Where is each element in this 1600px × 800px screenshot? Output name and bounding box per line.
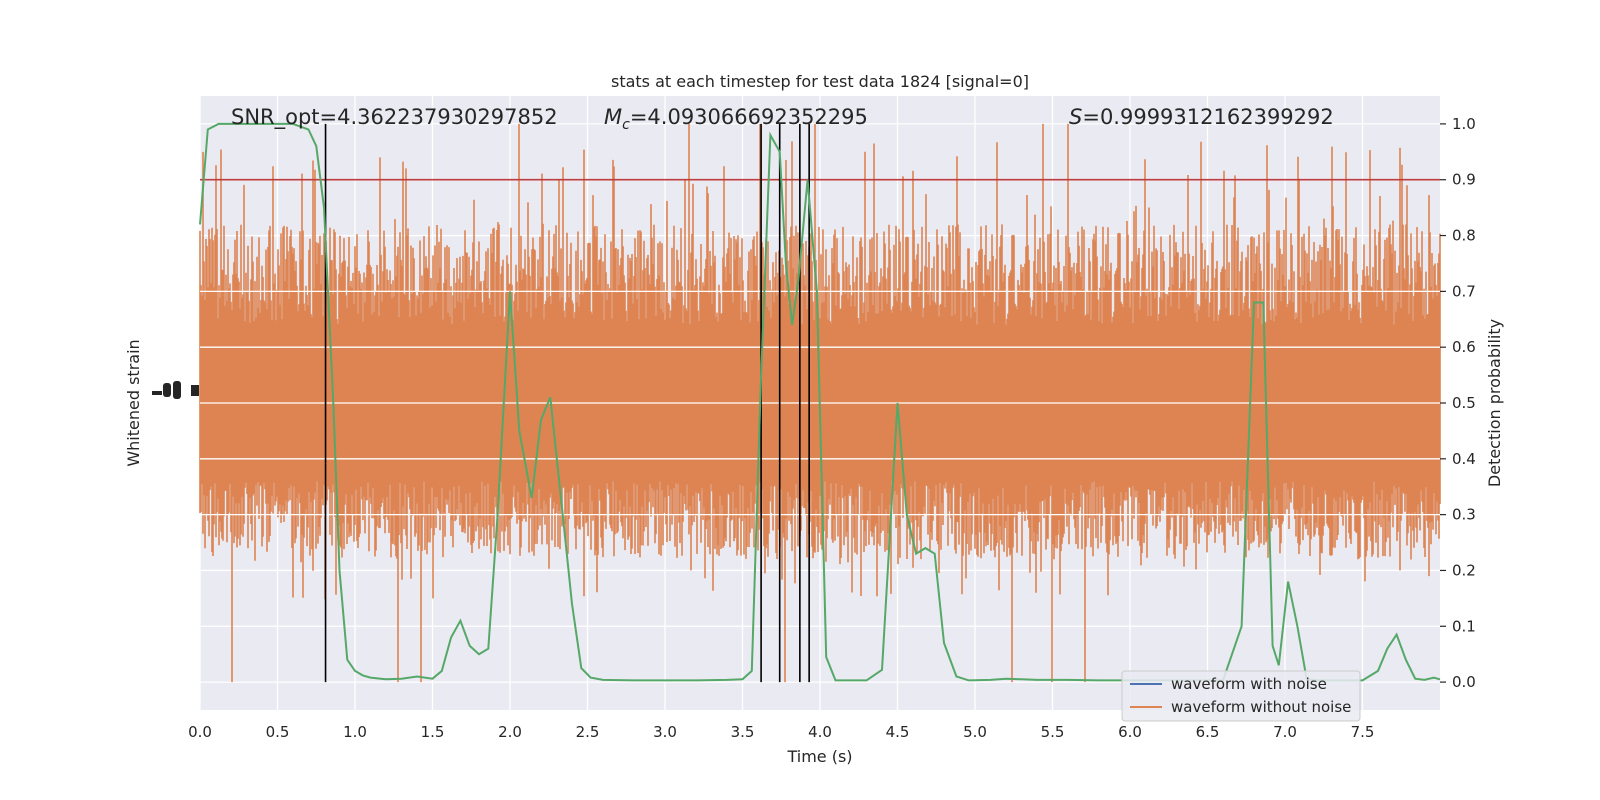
- legend-label-without-noise: waveform without noise: [1171, 698, 1351, 716]
- annotation-mc-subscript: c: [622, 117, 630, 133]
- x-tick-label: 7.0: [1273, 723, 1297, 741]
- x-tick-label: 5.0: [963, 723, 987, 741]
- x-tick-label: 4.0: [808, 723, 832, 741]
- x-tick-label: 7.5: [1351, 723, 1375, 741]
- x-tick-label: 3.0: [653, 723, 677, 741]
- legend-box: [1121, 670, 1361, 722]
- y-tick-label: 0.1: [1452, 617, 1476, 635]
- x-tick-label: 1.0: [343, 723, 367, 741]
- y-axis-left-label: Whitened strain: [124, 339, 143, 466]
- y-tick-label: 0.9: [1452, 171, 1476, 189]
- y-tick-label: 0.5: [1452, 394, 1476, 412]
- annotation-s-value: =0.9999312162399292: [1082, 105, 1333, 129]
- x-tick-label: 3.5: [731, 723, 755, 741]
- x-tick-label: 5.5: [1041, 723, 1065, 741]
- left-axis-collapsed-ticks: [152, 381, 199, 399]
- annotation-mc-symbol: M: [604, 105, 622, 129]
- x-tick-label: 2.0: [498, 723, 522, 741]
- annotation-mc-value: =4.093066692352295: [630, 105, 868, 129]
- y-tick-label: 0.2: [1452, 561, 1476, 579]
- y-tick-label: 0.3: [1452, 506, 1476, 524]
- y-axis-right-ticks: 0.0 0.1 0.2 0.3 0.4 0.5 0.6 0.7 0.8 0.9 1.0: [1440, 115, 1476, 691]
- y-tick-label: 0.6: [1452, 338, 1476, 356]
- annotation-mc: Mc=4.093066692352295: [604, 105, 868, 133]
- annotation-s-symbol: S: [1069, 105, 1082, 129]
- y-tick-label: 0.0: [1452, 673, 1476, 691]
- x-tick-label: 6.0: [1118, 723, 1142, 741]
- x-tick-label: 4.5: [886, 723, 910, 741]
- x-axis-label: Time (s): [786, 747, 852, 766]
- detection-probability-layer: [199, 122, 1441, 682]
- legend: waveform with noise waveform without noi…: [1121, 670, 1361, 722]
- x-tick-label: 1.5: [421, 723, 445, 741]
- y-tick-label: 1.0: [1452, 115, 1476, 133]
- x-tick-label: 6.5: [1196, 723, 1220, 741]
- x-tick-label: 2.5: [576, 723, 600, 741]
- y-axis-right-label: Detection probability: [1485, 319, 1504, 487]
- y-tick-label: 0.8: [1452, 227, 1476, 245]
- y-tick-label: 0.7: [1452, 282, 1476, 300]
- annotation-s: S=0.9999312162399292: [1069, 105, 1334, 129]
- annotation-snr: SNR_opt=4.362237930297852: [231, 105, 558, 130]
- y-tick-label: 0.4: [1452, 450, 1476, 468]
- x-tick-label: 0.0: [188, 723, 212, 741]
- vertical-markers: [324, 123, 810, 683]
- x-tick-label: 0.5: [266, 723, 290, 741]
- legend-label-with-noise: waveform with noise: [1171, 675, 1327, 693]
- detection-probability-line: [199, 122, 1441, 682]
- x-axis-ticks: 0.0 0.5 1.0 1.5 2.0 2.5 3.0 3.5 4.0 4.5 5.0 5.5 6.0 6…: [188, 723, 1374, 741]
- chart-title: stats at each timestep for test data 182…: [611, 72, 1029, 91]
